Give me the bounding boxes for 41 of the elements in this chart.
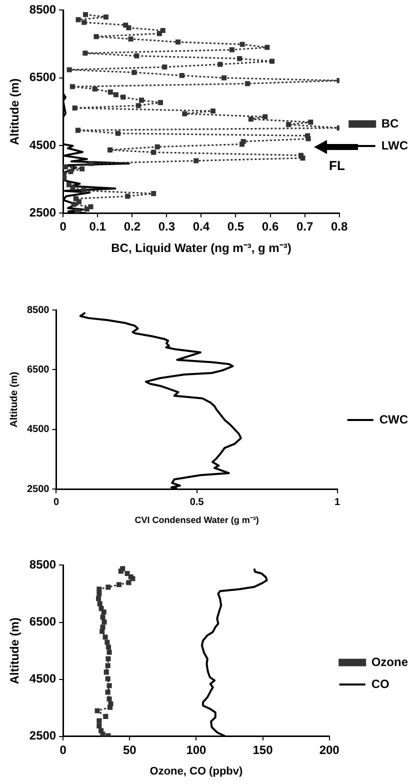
legend-label: LWC: [381, 138, 408, 152]
annotation: FL: [329, 158, 345, 173]
x-tick-label: 200: [319, 742, 340, 757]
x-tick-label: 0.2: [124, 220, 141, 234]
x-tick-label: 0: [53, 496, 60, 508]
legend-label: Ozone: [371, 654, 408, 669]
x-tick-label: 0.8: [330, 220, 348, 234]
x-tick-label: 0.6: [262, 220, 279, 234]
x-tick-label: 100: [186, 742, 207, 757]
x-tick-label: 0.5: [190, 496, 204, 508]
y-tick-label: 4500: [29, 672, 56, 686]
y-axis-title: Altitude (m): [8, 617, 22, 684]
legend-label: CO: [371, 676, 390, 691]
x-axis-title: Ozone, CO (ppbv): [150, 765, 243, 778]
y-tick-label: 2500: [26, 484, 50, 495]
x-tick-label: 0.7: [296, 220, 314, 234]
legend-label: BC: [381, 116, 400, 130]
y-tick-label: 6500: [26, 364, 50, 376]
x-tick-label: 0: [60, 220, 67, 234]
x-tick-label: 50: [122, 742, 137, 757]
x-tick-label: 0.4: [192, 220, 210, 234]
y-axis-title: Altitude (m): [8, 78, 22, 146]
y-tick-label: 8500: [26, 304, 50, 316]
y-tick-label: 6500: [29, 70, 56, 84]
x-tick-label: 150: [252, 742, 274, 757]
x-axis-title: BC, Liquid Water (ng m⁻³, g m⁻³): [111, 241, 292, 256]
y-tick-label: 4500: [26, 424, 50, 436]
y-tick-label: 8500: [29, 558, 56, 572]
y-tick-label: 6500: [29, 614, 56, 629]
x-axis-title: CVI Condensed Water (g m⁻³): [134, 515, 259, 526]
x-tick-label: 0.3: [158, 220, 176, 234]
y-tick-label: 8500: [29, 2, 56, 17]
y-axis-title: Altitude (m): [8, 372, 20, 428]
x-tick-label: 0: [60, 742, 67, 757]
y-tick-label: 4500: [29, 138, 56, 152]
y-tick-label: 2500: [29, 728, 56, 743]
legend-label: CWC: [379, 412, 408, 426]
x-tick-label: 0.5: [227, 220, 244, 234]
x-tick-label: 0.1: [89, 220, 106, 234]
y-tick-label: 2500: [29, 206, 56, 220]
x-tick-label: 1: [334, 496, 341, 508]
